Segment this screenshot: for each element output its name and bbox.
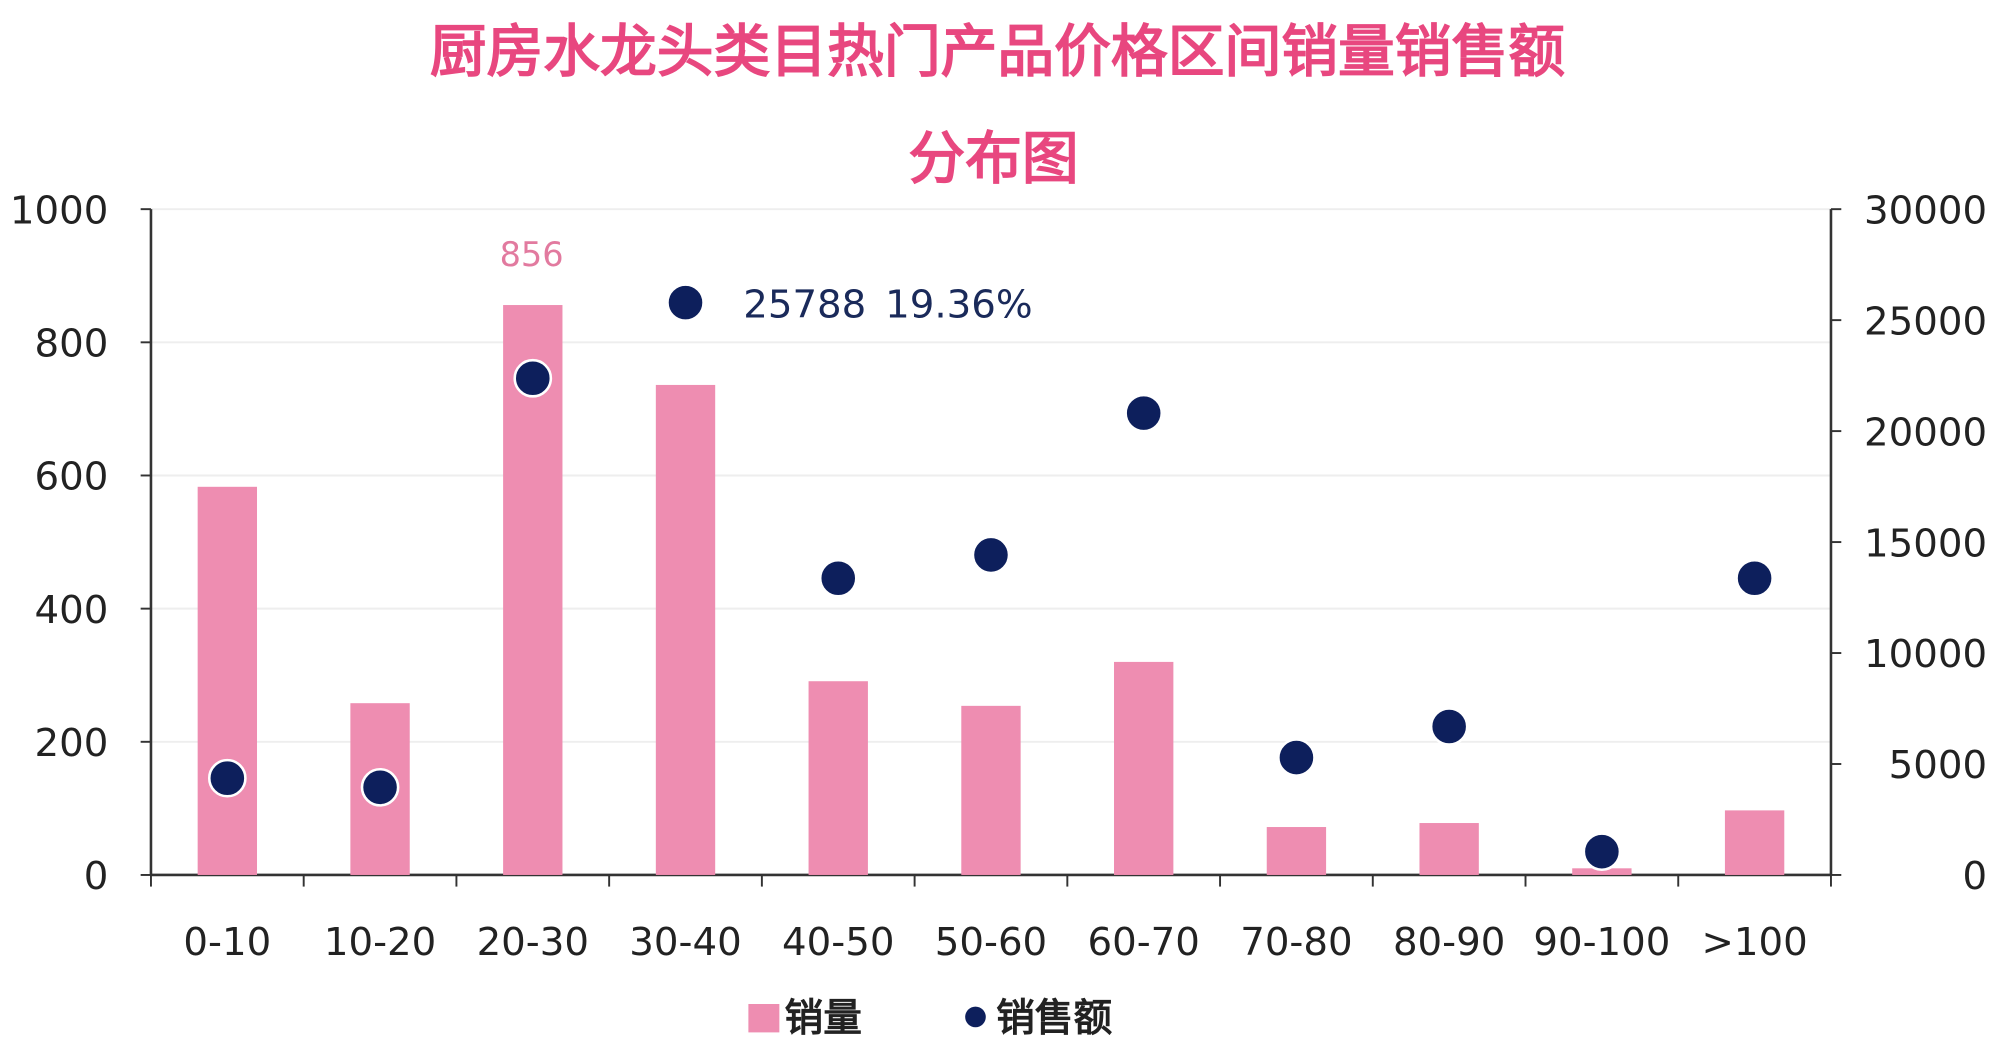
chart-title-line1: 厨房水龙头类目热门产品价格区间销量销售额 (430, 19, 1566, 85)
chart-title-line2: 分布图 (908, 126, 1078, 192)
bar-80-90 (1419, 823, 1479, 875)
bar-40-50 (808, 681, 868, 875)
point-value-label: 25788 (743, 283, 866, 328)
point->100 (1735, 558, 1774, 598)
point-10-20 (360, 767, 400, 807)
x-tick-label: 0-10 (183, 920, 271, 965)
point-70-80 (1277, 738, 1316, 777)
point-50-60 (971, 535, 1011, 575)
point-share-label: 19.36% (885, 283, 1033, 328)
bar-0-10 (197, 486, 258, 875)
x-tick-label: 90-100 (1533, 920, 1670, 965)
x-tick-label: 60-70 (1087, 920, 1199, 965)
right-tick-label: 20000 (1864, 410, 1987, 455)
legend-bar-swatch (748, 1004, 780, 1033)
left-tick-label: 0 (84, 854, 109, 899)
x-tick-label: 20-30 (477, 920, 589, 965)
left-tick-label: 400 (35, 588, 109, 633)
legend-dot-label: 销售额 (996, 996, 1112, 1041)
bar-70-80 (1266, 827, 1327, 875)
bar-90-100 (1572, 868, 1632, 875)
right-tick-label: 15000 (1864, 521, 1987, 566)
bar-20-30 (503, 305, 563, 875)
left-tick-label: 800 (35, 322, 109, 367)
point-30-40 (666, 283, 705, 322)
right-tick-label: 25000 (1864, 299, 1987, 344)
bar-50-60 (961, 705, 1021, 875)
x-tick-label: 30-40 (629, 920, 741, 965)
legend-dot-swatch (965, 1006, 986, 1028)
x-tick-label: 40-50 (782, 920, 894, 965)
point-40-50 (818, 558, 858, 598)
x-tick-label: >100 (1701, 920, 1807, 965)
left-tick-label: 600 (35, 455, 109, 500)
bar-60-70 (1114, 661, 1174, 875)
point-60-70 (1124, 393, 1164, 433)
legend-bar-label: 销量 (785, 996, 862, 1041)
left-tick-label: 200 (35, 721, 109, 766)
bar-data-label: 856 (500, 235, 564, 274)
legend: 销量 销售额 (748, 996, 1113, 1041)
x-tick-label: 70-80 (1240, 920, 1352, 965)
x-tick-label: 50-60 (935, 920, 1047, 965)
right-tick-label: 5000 (1889, 743, 1987, 788)
point-0-10 (207, 758, 247, 798)
x-tick-label: 80-90 (1393, 920, 1505, 965)
bar->100 (1724, 810, 1785, 875)
point-80-90 (1429, 707, 1469, 746)
point-20-30 (513, 358, 553, 398)
bar-30-40 (655, 384, 716, 875)
right-tick-label: 0 (1962, 854, 1987, 899)
right-tick-label: 30000 (1864, 188, 1987, 233)
point-90-100 (1582, 832, 1622, 872)
left-tick-label: 1000 (10, 188, 108, 233)
right-tick-label: 10000 (1864, 632, 1987, 677)
x-tick-label: 10-20 (324, 920, 436, 965)
